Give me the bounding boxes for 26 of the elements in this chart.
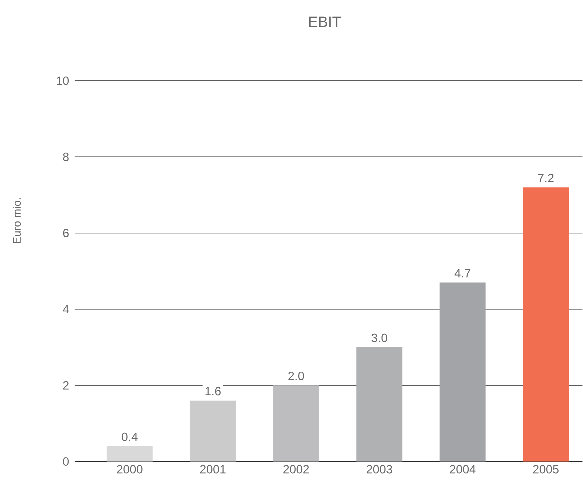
chart-title: EBIT: [309, 16, 342, 28]
data-label: 0.4: [122, 433, 138, 442]
x-tick-label: 2000: [117, 465, 143, 474]
y-axis-title: Euro mio.: [12, 198, 22, 244]
data-label: 2.0: [288, 372, 304, 381]
bar: [356, 348, 403, 462]
bar: [190, 400, 236, 462]
bar: [106, 446, 153, 462]
y-tick-label: 2: [63, 382, 69, 390]
data-label: 3.0: [372, 334, 388, 342]
x-tick-label: 2003: [366, 465, 392, 474]
y-tick-label: 4: [63, 305, 70, 314]
bar: [273, 386, 320, 462]
bar: [523, 188, 570, 462]
y-tick-label: 10: [57, 76, 69, 86]
y-tick-label: 6: [63, 229, 69, 238]
bar: [440, 282, 486, 462]
x-tick-label: 2004: [450, 465, 476, 474]
x-tick-label: 2001: [200, 465, 226, 474]
data-label: 1.6: [206, 387, 221, 396]
data-label: 4.7: [454, 269, 471, 278]
data-label: 7.2: [538, 174, 554, 183]
x-tick-label: 2002: [284, 465, 310, 474]
y-tick-label: 0: [63, 458, 69, 466]
y-tick-label: 8: [63, 153, 69, 162]
x-tick-label: 2005: [533, 465, 559, 474]
